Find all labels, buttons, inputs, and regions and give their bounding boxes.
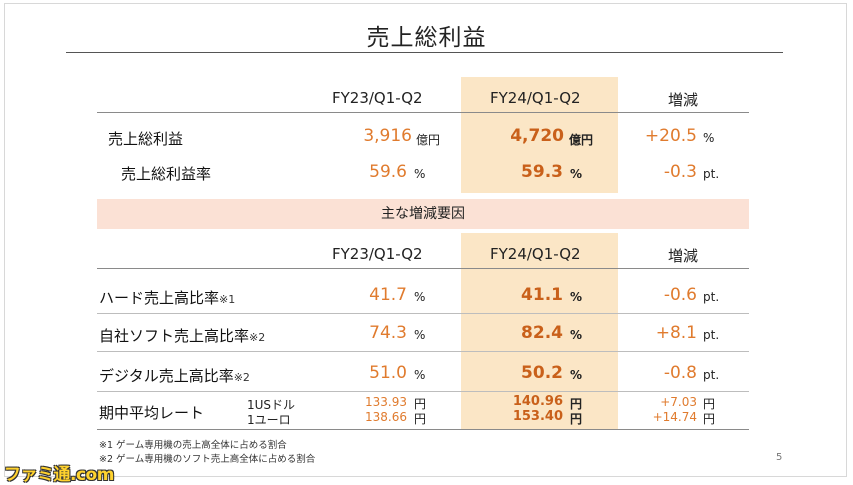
row-label: 売上総利益	[108, 130, 184, 148]
curr-value: 59.3	[521, 162, 563, 182]
curr-unit: %	[570, 368, 583, 382]
curr-unit: %	[570, 290, 583, 304]
fx-curr-unit: 円	[570, 397, 583, 411]
header-change: 増減	[668, 247, 699, 265]
prev-value: 51.0	[369, 363, 407, 383]
fx-currency: 1USドル	[247, 398, 296, 412]
curr-value: 82.4	[521, 323, 563, 343]
change-value: +8.1	[655, 323, 697, 343]
fx-change-value: +14.74	[652, 410, 697, 424]
fx-label: 期中平均レート	[99, 404, 205, 422]
header-rule	[97, 112, 749, 113]
change-value: +20.5	[644, 126, 697, 146]
fx-curr-value: 153.40	[512, 409, 563, 424]
fx-change-unit: 円	[703, 397, 716, 411]
prev-unit: %	[414, 328, 426, 342]
change-value: -0.8	[663, 363, 697, 383]
prev-unit: %	[414, 167, 426, 181]
fy24-highlight-bottom	[461, 233, 618, 429]
change-unit: pt.	[703, 368, 720, 382]
footnote: ※2 ゲーム専用機のソフト売上高全体に占める割合	[99, 454, 316, 465]
prev-value: 59.6	[369, 162, 407, 182]
footnote-mark: ※1	[219, 293, 236, 306]
watermark-logo: ファミ通.com	[4, 465, 114, 485]
header-curr: FY24/Q1-Q2	[490, 245, 581, 263]
fx-prev-unit: 円	[414, 397, 427, 411]
header-prev: FY23/Q1-Q2	[332, 89, 423, 107]
factor-label: 自社ソフト売上高比率※2	[99, 325, 265, 346]
prev-unit: %	[414, 290, 426, 304]
curr-value: 4,720	[510, 126, 564, 146]
change-value: -0.3	[663, 162, 697, 182]
factor-name: 自社ソフト売上高比率	[99, 327, 250, 345]
prev-unit: 億円	[416, 133, 441, 147]
header-curr: FY24/Q1-Q2	[490, 89, 581, 107]
title-divider	[66, 52, 783, 53]
factor-label: ハード売上高比率※1	[99, 287, 235, 308]
row-rule	[97, 313, 749, 314]
row-label: 売上総利益率	[121, 165, 212, 183]
curr-unit: 億円	[569, 133, 594, 147]
prev-value: 41.7	[369, 285, 407, 305]
header-change: 増減	[668, 91, 699, 109]
footnote-mark: ※2	[249, 331, 266, 344]
change-unit: pt.	[703, 290, 720, 304]
fy24-highlight-top	[461, 77, 618, 193]
fx-prev-unit: 円	[414, 412, 427, 426]
factor-label: デジタル売上高比率※2	[99, 365, 250, 386]
change-unit: %	[703, 131, 715, 145]
curr-value: 41.1	[521, 285, 563, 305]
prev-value: 74.3	[369, 323, 407, 343]
fx-change-value: +7.03	[660, 395, 697, 409]
factor-name: ハード売上高比率	[99, 289, 220, 307]
footnote: ※1 ゲーム専用機の売上高全体に占める割合	[99, 440, 287, 451]
factor-name: デジタル売上高比率	[99, 367, 234, 385]
slide-title: 売上総利益	[366, 25, 487, 51]
fx-curr-unit: 円	[570, 412, 583, 426]
header-rule	[97, 268, 749, 269]
row-rule	[97, 391, 749, 392]
change-unit: pt.	[703, 167, 720, 181]
prev-value: 3,916	[363, 126, 412, 146]
factors-band: 主な増減要因	[97, 199, 749, 229]
slide-frame	[4, 3, 847, 477]
fx-curr-value: 140.96	[512, 394, 563, 409]
fx-change-unit: 円	[703, 412, 716, 426]
fx-currency: 1ユーロ	[247, 413, 291, 427]
curr-value: 50.2	[521, 363, 563, 383]
table-bottom-rule	[97, 429, 749, 430]
curr-unit: %	[570, 328, 583, 342]
fx-prev-value: 133.93	[365, 395, 407, 409]
header-prev: FY23/Q1-Q2	[332, 245, 423, 263]
curr-unit: %	[570, 167, 583, 181]
footnote-mark: ※2	[233, 371, 250, 384]
page-number: 5	[776, 452, 783, 463]
fx-prev-value: 138.66	[365, 410, 407, 424]
row-rule	[97, 351, 749, 352]
change-unit: pt.	[703, 328, 720, 342]
prev-unit: %	[414, 368, 426, 382]
change-value: -0.6	[663, 285, 697, 305]
